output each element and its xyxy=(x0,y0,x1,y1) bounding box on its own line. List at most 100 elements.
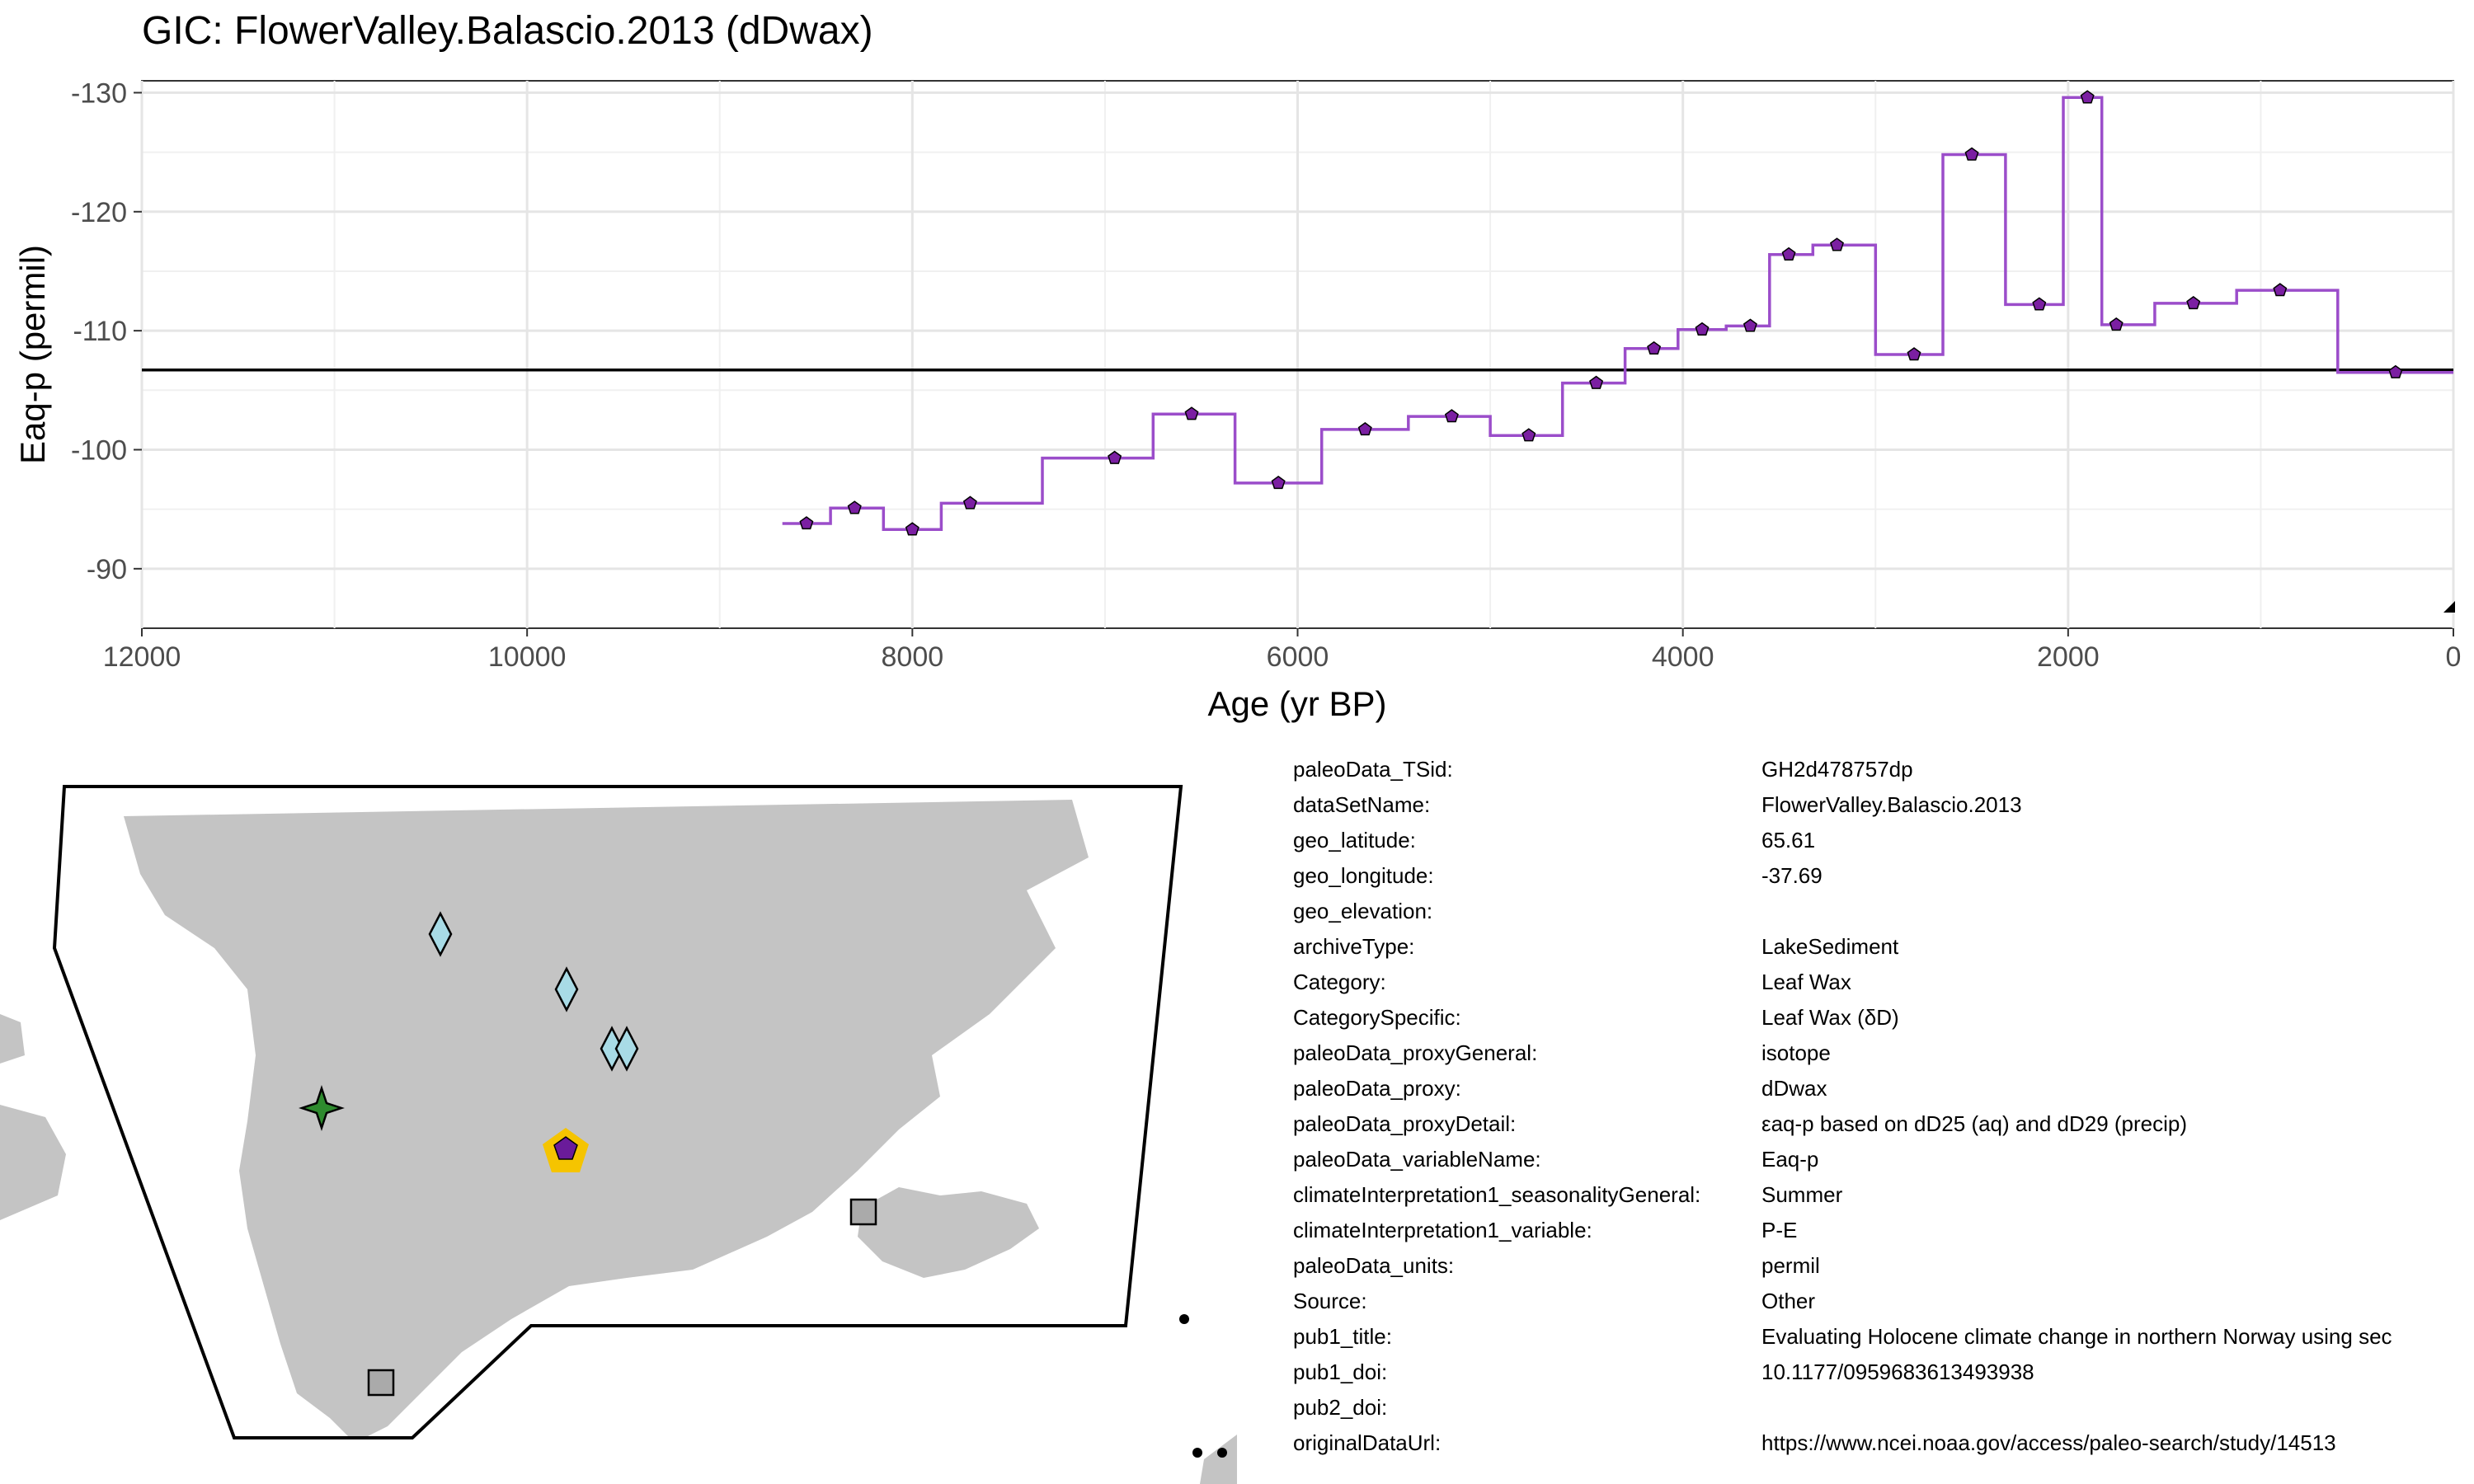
data-point xyxy=(1357,421,1372,436)
metadata-value: Eaq-p xyxy=(1761,1147,1819,1172)
site-marker-square-2 xyxy=(367,1369,395,1397)
metadata-value: permil xyxy=(1761,1253,1820,1278)
site-marker-pentagon xyxy=(553,1136,578,1160)
map-border xyxy=(52,785,1183,1439)
data-point xyxy=(905,522,920,536)
y-tick-label: -130 xyxy=(71,77,127,109)
major-gridlines xyxy=(140,81,2455,628)
data-point xyxy=(1907,347,1921,361)
data-point xyxy=(1743,318,1757,332)
site-map xyxy=(0,785,1237,1484)
map-dot xyxy=(1217,1448,1227,1458)
metadata-key: Category: xyxy=(1293,970,1386,994)
data-points xyxy=(799,90,2403,536)
site-markers xyxy=(299,911,877,1397)
metadata-value: Leaf Wax (δD) xyxy=(1761,1005,1899,1030)
greenland-landmass xyxy=(124,800,1089,1438)
data-point xyxy=(799,516,814,530)
metadata-value: LakeSediment xyxy=(1761,934,1899,959)
x-tick-label: 4000 xyxy=(1652,641,1714,673)
data-point xyxy=(2273,283,2288,297)
metadata-key: geo_longitude: xyxy=(1293,863,1434,888)
data-point xyxy=(2388,364,2403,378)
data-point xyxy=(1271,475,1286,490)
data-point xyxy=(1964,147,1979,161)
metadata-value: dDwax xyxy=(1761,1076,1827,1101)
y-tick-label: -120 xyxy=(71,197,127,228)
metadata-value: GH2d478757dp xyxy=(1761,757,1913,782)
x-tick-label: 10000 xyxy=(488,641,567,673)
data-point xyxy=(2080,90,2095,104)
map-dot xyxy=(1179,1314,1189,1324)
metadata-key: originalDataUrl: xyxy=(1293,1430,1442,1455)
metadata-key: paleoData_proxy: xyxy=(1293,1076,1461,1101)
y-tick-label: -100 xyxy=(71,434,127,466)
metadata-key: archiveType: xyxy=(1293,934,1415,959)
data-point xyxy=(1695,322,1710,336)
metadata-value: Summer xyxy=(1761,1182,1843,1207)
metadata-value: Leaf Wax xyxy=(1761,970,1851,994)
metadata-key: pub1_doi: xyxy=(1293,1360,1388,1384)
metadata-value: Evaluating Holocene climate change in no… xyxy=(1761,1324,2392,1349)
metadata-value: isotope xyxy=(1761,1040,1831,1065)
land-layer xyxy=(0,800,1237,1484)
y-axis-ticks: -90 -100 -110 -120 -130 xyxy=(71,77,142,585)
metadata-value[interactable]: https://www.ncei.noaa.gov/access/paleo-s… xyxy=(1761,1430,2336,1455)
data-point xyxy=(1522,428,1536,442)
x-tick-label: 8000 xyxy=(882,641,944,673)
data-point xyxy=(962,495,977,510)
metadata-key: CategorySpecific: xyxy=(1293,1005,1461,1030)
metadata-key: pub2_doi: xyxy=(1293,1395,1388,1420)
metadata-key: geo_elevation: xyxy=(1293,899,1433,923)
timeseries-chart: 12000 10000 8000 6000 4000 2000 0 -90-100-110-… xyxy=(13,77,2462,723)
metadata-key: climateInterpretation1_seasonalityGenera… xyxy=(1293,1182,1701,1207)
data-point xyxy=(1647,340,1662,355)
metadata-key: paleoData_proxyGeneral: xyxy=(1293,1040,1538,1065)
site-marker-diamond-4 xyxy=(614,1026,639,1072)
x-tick-label: 0 xyxy=(2446,641,2462,673)
metadata-key: paleoData_units: xyxy=(1293,1253,1455,1278)
series-step-line xyxy=(782,96,2453,531)
data-point xyxy=(1830,237,1844,251)
y-axis-label: Eaq-p (permil) xyxy=(13,245,52,464)
metadata-key: paleoData_TSid: xyxy=(1293,757,1453,782)
metadata-value: εaq-p based on dD25 (aq) and dD29 (preci… xyxy=(1761,1111,2188,1136)
metadata-value: P-E xyxy=(1761,1218,1798,1242)
data-point xyxy=(1781,247,1796,261)
x-tick-label: 12000 xyxy=(103,641,181,673)
metadata-key: paleoData_variableName: xyxy=(1293,1147,1541,1172)
metadata-key: paleoData_proxyDetail: xyxy=(1293,1111,1517,1136)
chart-title: GIC: FlowerValley.Balascio.2013 (dDwax) xyxy=(142,9,873,53)
site-marker-diamond-2 xyxy=(554,966,579,1012)
metadata-key: dataSetName: xyxy=(1293,792,1431,817)
site-marker-star xyxy=(299,1085,345,1131)
corner-arrow-icon xyxy=(2443,601,2455,613)
map-dot xyxy=(1192,1448,1202,1458)
metadata-value: 10.1177/0959683613493938 xyxy=(1761,1360,2034,1384)
baffin-landmass-2 xyxy=(0,1014,25,1064)
x-axis-ticks: 12000 10000 8000 6000 4000 2000 0 xyxy=(103,628,2462,673)
baffin-landmass xyxy=(0,1105,66,1220)
y-tick-label: -90 xyxy=(87,554,127,585)
data-point xyxy=(1184,406,1199,420)
x-tick-label: 2000 xyxy=(2037,641,2100,673)
metadata-key: geo_latitude: xyxy=(1293,828,1416,852)
y-tick-label: -110 xyxy=(73,316,127,347)
metadata-key: climateInterpretation1_variable: xyxy=(1293,1218,1592,1242)
site-marker-square-1 xyxy=(849,1198,877,1226)
metadata-key: Source: xyxy=(1293,1289,1367,1313)
metadata-value: Other xyxy=(1761,1289,1816,1313)
data-point xyxy=(847,500,862,514)
metadata-value: -37.69 xyxy=(1761,863,1823,888)
data-point xyxy=(2032,297,2047,311)
site-marker-diamond-1 xyxy=(428,911,453,957)
svalbard-landmass xyxy=(1200,1435,1237,1484)
data-point xyxy=(1444,409,1459,423)
x-axis-label: Age (yr BP) xyxy=(1207,684,1386,723)
data-point xyxy=(2186,295,2201,310)
metadata-value: FlowerValley.Balascio.2013 xyxy=(1761,792,2022,817)
metadata-key: pub1_title: xyxy=(1293,1324,1392,1349)
x-tick-label: 6000 xyxy=(1267,641,1329,673)
data-point xyxy=(1108,450,1122,464)
data-point xyxy=(2109,317,2124,331)
